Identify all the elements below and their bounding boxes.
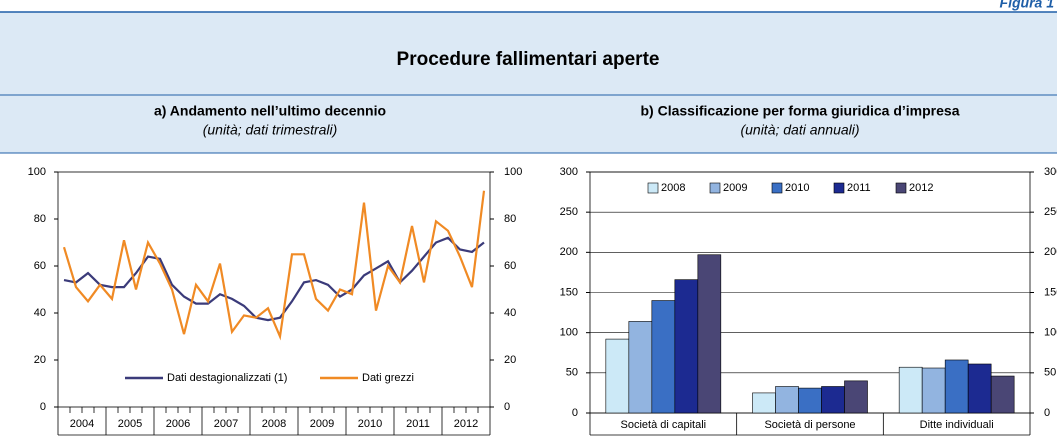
bar <box>821 386 845 414</box>
bar <box>921 367 946 414</box>
series-line <box>62 190 486 341</box>
x-tick-label: 2004 <box>70 418 94 430</box>
legend-swatch <box>833 182 845 194</box>
y2-tick-label: 100 <box>1044 327 1057 339</box>
x-tick-label: Società di capitali <box>621 419 707 431</box>
y2-tick-label: 80 <box>504 213 516 225</box>
bar <box>844 380 868 414</box>
y-tick-label: 100 <box>560 327 578 339</box>
series-line <box>63 236 485 322</box>
y2-tick-label: 250 <box>1044 206 1057 218</box>
bar <box>944 359 969 414</box>
y2-tick-label: 0 <box>504 401 510 413</box>
y2-tick-label: 100 <box>504 166 522 178</box>
figure-title: Procedure fallimentari aperte <box>397 49 660 70</box>
x-tick-label: 2007 <box>214 418 238 430</box>
y-tick-label: 50 <box>566 367 578 379</box>
bar <box>651 300 676 414</box>
x-tick-label: 2009 <box>310 418 334 430</box>
bar <box>628 321 653 414</box>
bar <box>990 375 1015 414</box>
x-tick-label: 2010 <box>358 418 382 430</box>
y-tick-label: 300 <box>560 166 578 178</box>
panel-title: a) Andamento nell’ultimo decennio <box>154 103 386 119</box>
header-background <box>0 12 1057 153</box>
figure-label: Figura 1 <box>1000 0 1055 11</box>
x-tick-label: 2005 <box>118 418 142 430</box>
y-tick-label: 0 <box>40 401 46 413</box>
x-tick-label: Società di persone <box>764 419 855 431</box>
bar <box>967 363 992 414</box>
bar <box>775 386 799 414</box>
x-tick-label: 2012 <box>454 418 478 430</box>
legend-label: 2011 <box>847 182 871 194</box>
x-tick-label: 2006 <box>166 418 190 430</box>
y-tick-label: 80 <box>34 213 46 225</box>
y-tick-label: 20 <box>34 354 46 366</box>
legend-swatch <box>709 182 721 194</box>
x-tick-label: 2008 <box>262 418 286 430</box>
legend-label: 2009 <box>723 182 747 194</box>
legend-label: 2008 <box>661 182 685 194</box>
legend-label: 2010 <box>785 182 809 194</box>
bar <box>898 366 923 414</box>
bar <box>697 254 722 414</box>
panel-subtitle: (unità; dati annuali) <box>740 122 859 138</box>
bar <box>605 338 630 414</box>
y2-tick-label: 20 <box>504 354 516 366</box>
bar <box>752 392 776 414</box>
y-tick-label: 60 <box>34 260 46 272</box>
y2-tick-label: 150 <box>1044 286 1057 298</box>
panel-subtitle: (unità; dati trimestrali) <box>203 122 338 138</box>
y-tick-label: 100 <box>28 166 46 178</box>
legend-swatch <box>647 182 659 194</box>
y2-tick-label: 40 <box>504 307 516 319</box>
legend-swatch <box>771 182 783 194</box>
bar <box>798 387 822 414</box>
legend-label: Dati destagionalizzati (1) <box>167 372 287 384</box>
y-tick-label: 250 <box>560 206 578 218</box>
bar <box>674 279 699 414</box>
y-tick-label: 200 <box>560 246 578 258</box>
y-tick-label: 150 <box>560 286 578 298</box>
x-tick-label: Ditte individuali <box>920 419 994 431</box>
x-tick-label: 2011 <box>406 418 430 430</box>
y-tick-label: 40 <box>34 307 46 319</box>
legend-label: Dati grezzi <box>362 372 414 384</box>
panel-title: b) Classificazione per forma giuridica d… <box>641 103 960 119</box>
y-tick-label: 0 <box>572 407 578 419</box>
y2-tick-label: 200 <box>1044 246 1057 258</box>
y2-tick-label: 60 <box>504 260 516 272</box>
legend-swatch <box>895 182 907 194</box>
y2-tick-label: 300 <box>1044 166 1057 178</box>
y2-tick-label: 50 <box>1044 367 1056 379</box>
y2-tick-label: 0 <box>1044 407 1050 419</box>
legend-label: 2012 <box>909 182 933 194</box>
